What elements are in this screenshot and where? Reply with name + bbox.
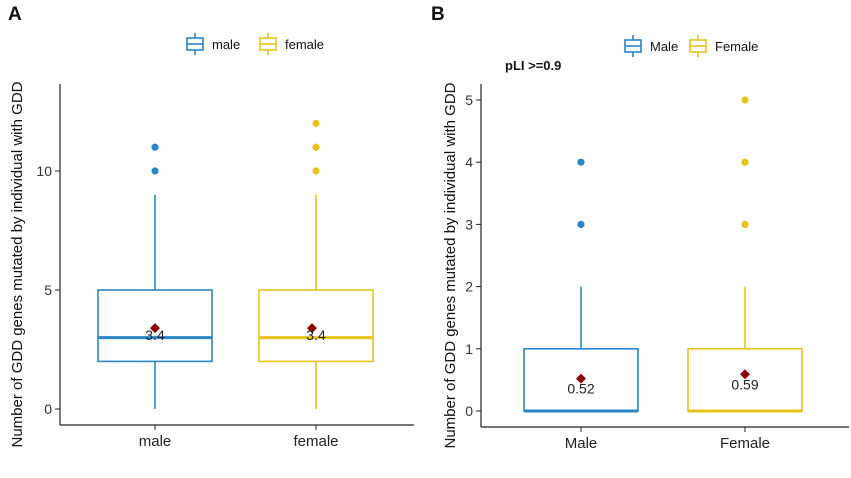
legend-label: male <box>212 37 240 52</box>
box-male: 3.4 <box>97 143 213 409</box>
mean-label: 0.59 <box>731 376 758 392</box>
panel-label: A <box>8 4 22 25</box>
outlier-point <box>741 158 749 166</box>
y-tick-label: 0 <box>465 403 473 419</box>
y-tick-label: 5 <box>465 92 473 108</box>
y-axis-label: Number of GDD genes mutated by individua… <box>9 81 26 447</box>
box-female: 3.4 <box>258 119 374 409</box>
y-tick-label: 4 <box>465 154 473 170</box>
legend-item-female: Female <box>689 35 758 57</box>
x-tick-label: Male <box>565 435 598 452</box>
legend-label: Female <box>715 39 758 54</box>
box-iqr <box>258 289 374 363</box>
outlier-point <box>312 119 320 128</box>
y-axis-label: Number of GDD genes mutated by individua… <box>442 82 459 448</box>
y-tick-label: 10 <box>36 163 52 179</box>
panel-label: B <box>431 4 445 25</box>
chart-title: pLI >=0.9 <box>505 58 561 73</box>
mean-marker <box>150 323 160 334</box>
y-tick-label: 1 <box>465 341 473 357</box>
y-tick-label: 2 <box>465 279 473 295</box>
outlier-point <box>151 143 159 151</box>
mean-label: 0.52 <box>567 381 594 397</box>
outlier-point <box>312 143 320 151</box>
outlier-point <box>577 220 585 228</box>
mean-label: 3.4 <box>145 327 165 343</box>
x-tick-label: Female <box>720 435 770 452</box>
legend-label: Male <box>650 39 678 54</box>
mean-marker <box>740 369 750 380</box>
legend-item-female: female <box>259 33 324 55</box>
legend-label: female <box>285 37 324 52</box>
x-tick-label: male <box>139 433 172 450</box>
y-tick-label: 0 <box>44 401 52 417</box>
outlier-point <box>577 158 585 166</box>
mean-label: 3.4 <box>306 327 326 343</box>
legend-item-male: Male <box>624 35 678 57</box>
box-female: 0.59 <box>687 96 803 413</box>
x-tick-label: female <box>293 433 338 450</box>
mean-marker <box>307 323 317 334</box>
mean-marker <box>576 373 586 384</box>
outlier-point <box>741 220 749 228</box>
legend-item-male: male <box>186 33 240 55</box>
outlier-point <box>151 167 159 175</box>
y-tick-label: 3 <box>465 216 473 232</box>
y-tick-label: 5 <box>44 282 52 298</box>
box-male: 0.52 <box>523 158 639 413</box>
outlier-point <box>741 96 749 104</box>
outlier-point <box>312 167 320 175</box>
